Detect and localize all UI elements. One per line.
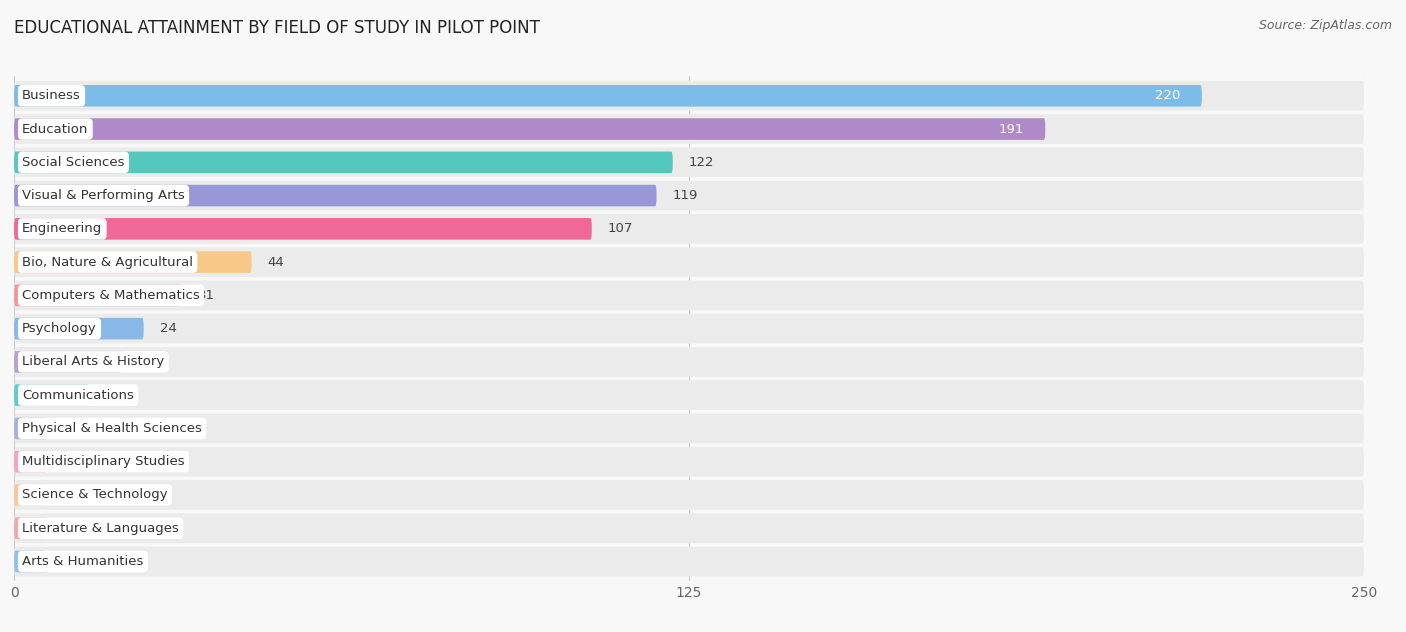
FancyBboxPatch shape xyxy=(14,114,1364,144)
Text: 119: 119 xyxy=(672,189,699,202)
FancyBboxPatch shape xyxy=(14,314,1364,343)
Text: Engineering: Engineering xyxy=(22,222,103,235)
Text: Social Sciences: Social Sciences xyxy=(22,156,125,169)
Text: 220: 220 xyxy=(1154,89,1180,102)
FancyBboxPatch shape xyxy=(14,281,1364,310)
Text: Source: ZipAtlas.com: Source: ZipAtlas.com xyxy=(1258,19,1392,32)
FancyBboxPatch shape xyxy=(14,284,181,306)
Text: Bio, Nature & Agricultural: Bio, Nature & Agricultural xyxy=(22,255,193,269)
Text: Psychology: Psychology xyxy=(22,322,97,335)
FancyBboxPatch shape xyxy=(14,252,252,273)
Text: Science & Technology: Science & Technology xyxy=(22,489,167,501)
FancyBboxPatch shape xyxy=(14,518,46,539)
Text: 122: 122 xyxy=(689,156,714,169)
Text: Arts & Humanities: Arts & Humanities xyxy=(22,555,143,568)
Text: 0: 0 xyxy=(63,489,72,501)
FancyBboxPatch shape xyxy=(14,214,1364,244)
FancyBboxPatch shape xyxy=(14,347,1364,377)
Text: Visual & Performing Arts: Visual & Performing Arts xyxy=(22,189,186,202)
FancyBboxPatch shape xyxy=(14,181,1364,210)
Text: Physical & Health Sciences: Physical & Health Sciences xyxy=(22,422,202,435)
Text: 107: 107 xyxy=(607,222,633,235)
FancyBboxPatch shape xyxy=(14,484,46,506)
Text: 0: 0 xyxy=(63,422,72,435)
FancyBboxPatch shape xyxy=(14,550,46,573)
FancyBboxPatch shape xyxy=(14,118,1045,140)
Text: Communications: Communications xyxy=(22,389,134,402)
FancyBboxPatch shape xyxy=(14,81,1364,111)
FancyBboxPatch shape xyxy=(14,247,1364,277)
Text: 24: 24 xyxy=(160,322,177,335)
Text: Education: Education xyxy=(22,123,89,135)
FancyBboxPatch shape xyxy=(14,152,672,173)
FancyBboxPatch shape xyxy=(14,513,1364,543)
Text: EDUCATIONAL ATTAINMENT BY FIELD OF STUDY IN PILOT POINT: EDUCATIONAL ATTAINMENT BY FIELD OF STUDY… xyxy=(14,19,540,37)
Text: 0: 0 xyxy=(63,555,72,568)
Text: 0: 0 xyxy=(63,522,72,535)
FancyBboxPatch shape xyxy=(14,480,1364,510)
FancyBboxPatch shape xyxy=(14,85,1202,107)
FancyBboxPatch shape xyxy=(14,218,592,240)
Text: Business: Business xyxy=(22,89,82,102)
FancyBboxPatch shape xyxy=(14,147,1364,177)
FancyBboxPatch shape xyxy=(14,351,122,373)
Text: 31: 31 xyxy=(198,289,215,302)
Text: 191: 191 xyxy=(998,123,1024,135)
Text: 20: 20 xyxy=(138,355,155,368)
Text: 14: 14 xyxy=(105,389,122,402)
FancyBboxPatch shape xyxy=(14,413,1364,443)
Text: 0: 0 xyxy=(63,455,72,468)
Text: Literature & Languages: Literature & Languages xyxy=(22,522,179,535)
Text: Computers & Mathematics: Computers & Mathematics xyxy=(22,289,200,302)
FancyBboxPatch shape xyxy=(14,384,90,406)
FancyBboxPatch shape xyxy=(14,451,46,473)
FancyBboxPatch shape xyxy=(14,418,46,439)
FancyBboxPatch shape xyxy=(14,185,657,207)
FancyBboxPatch shape xyxy=(14,547,1364,576)
FancyBboxPatch shape xyxy=(14,318,143,339)
FancyBboxPatch shape xyxy=(14,447,1364,477)
FancyBboxPatch shape xyxy=(14,380,1364,410)
Text: Liberal Arts & History: Liberal Arts & History xyxy=(22,355,165,368)
Text: Multidisciplinary Studies: Multidisciplinary Studies xyxy=(22,455,184,468)
Text: 44: 44 xyxy=(267,255,284,269)
